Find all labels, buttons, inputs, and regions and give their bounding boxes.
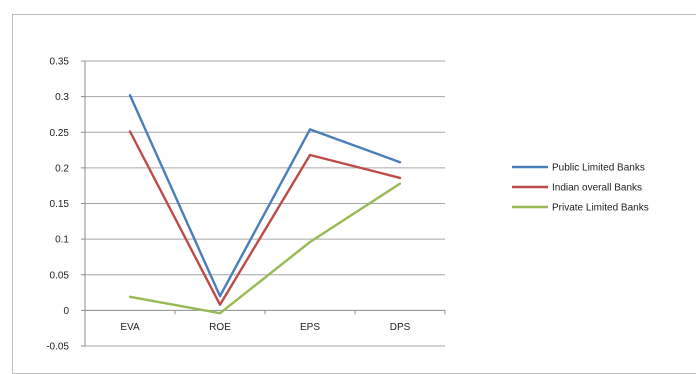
y-tick-label: 0.25: [50, 128, 70, 139]
y-tick-label: 0.35: [50, 57, 70, 68]
series-line-0: [128, 93, 402, 298]
y-axis-tick-labels: 0.35 0.3 0.25 0.2 0.15 0.1 0.05 0 -0.05: [46, 57, 69, 353]
line-chart: 0.35 0.3 0.25 0.2 0.15 0.1 0.05 0 -0.05 EVA ROE EP…: [46, 57, 649, 353]
y-tick-label: 0.15: [50, 199, 70, 210]
y-tick-label: 0: [63, 306, 69, 317]
series-line-1: [128, 130, 402, 306]
series-lines: [128, 93, 402, 315]
legend-label: Public Limited Banks: [552, 163, 645, 174]
y-tick-label: 0.3: [55, 92, 69, 103]
series-line-2: [128, 182, 402, 315]
y-tick-label: 0.1: [55, 235, 69, 246]
x-tick-label: DPS: [390, 322, 411, 333]
y-tick-label: 0.2: [55, 163, 69, 174]
y-tick-label: -0.05: [46, 342, 69, 353]
x-axis-tick-labels: EVA ROE EPS DPS: [120, 322, 410, 333]
legend-label: Private Limited Banks: [552, 203, 649, 214]
x-tick-label: EVA: [120, 322, 140, 333]
chart-frame: [12, 14, 696, 374]
x-tick-label: EPS: [300, 322, 320, 333]
x-tick-label: ROE: [209, 322, 231, 333]
y-tick-label: 0.05: [50, 270, 70, 281]
axes: [81, 60, 446, 347]
grid-lines: [85, 60, 445, 347]
legend-label: Indian overall Banks: [552, 183, 642, 194]
legend: Public Limited Banks Indian overall Banks…: [512, 163, 649, 214]
